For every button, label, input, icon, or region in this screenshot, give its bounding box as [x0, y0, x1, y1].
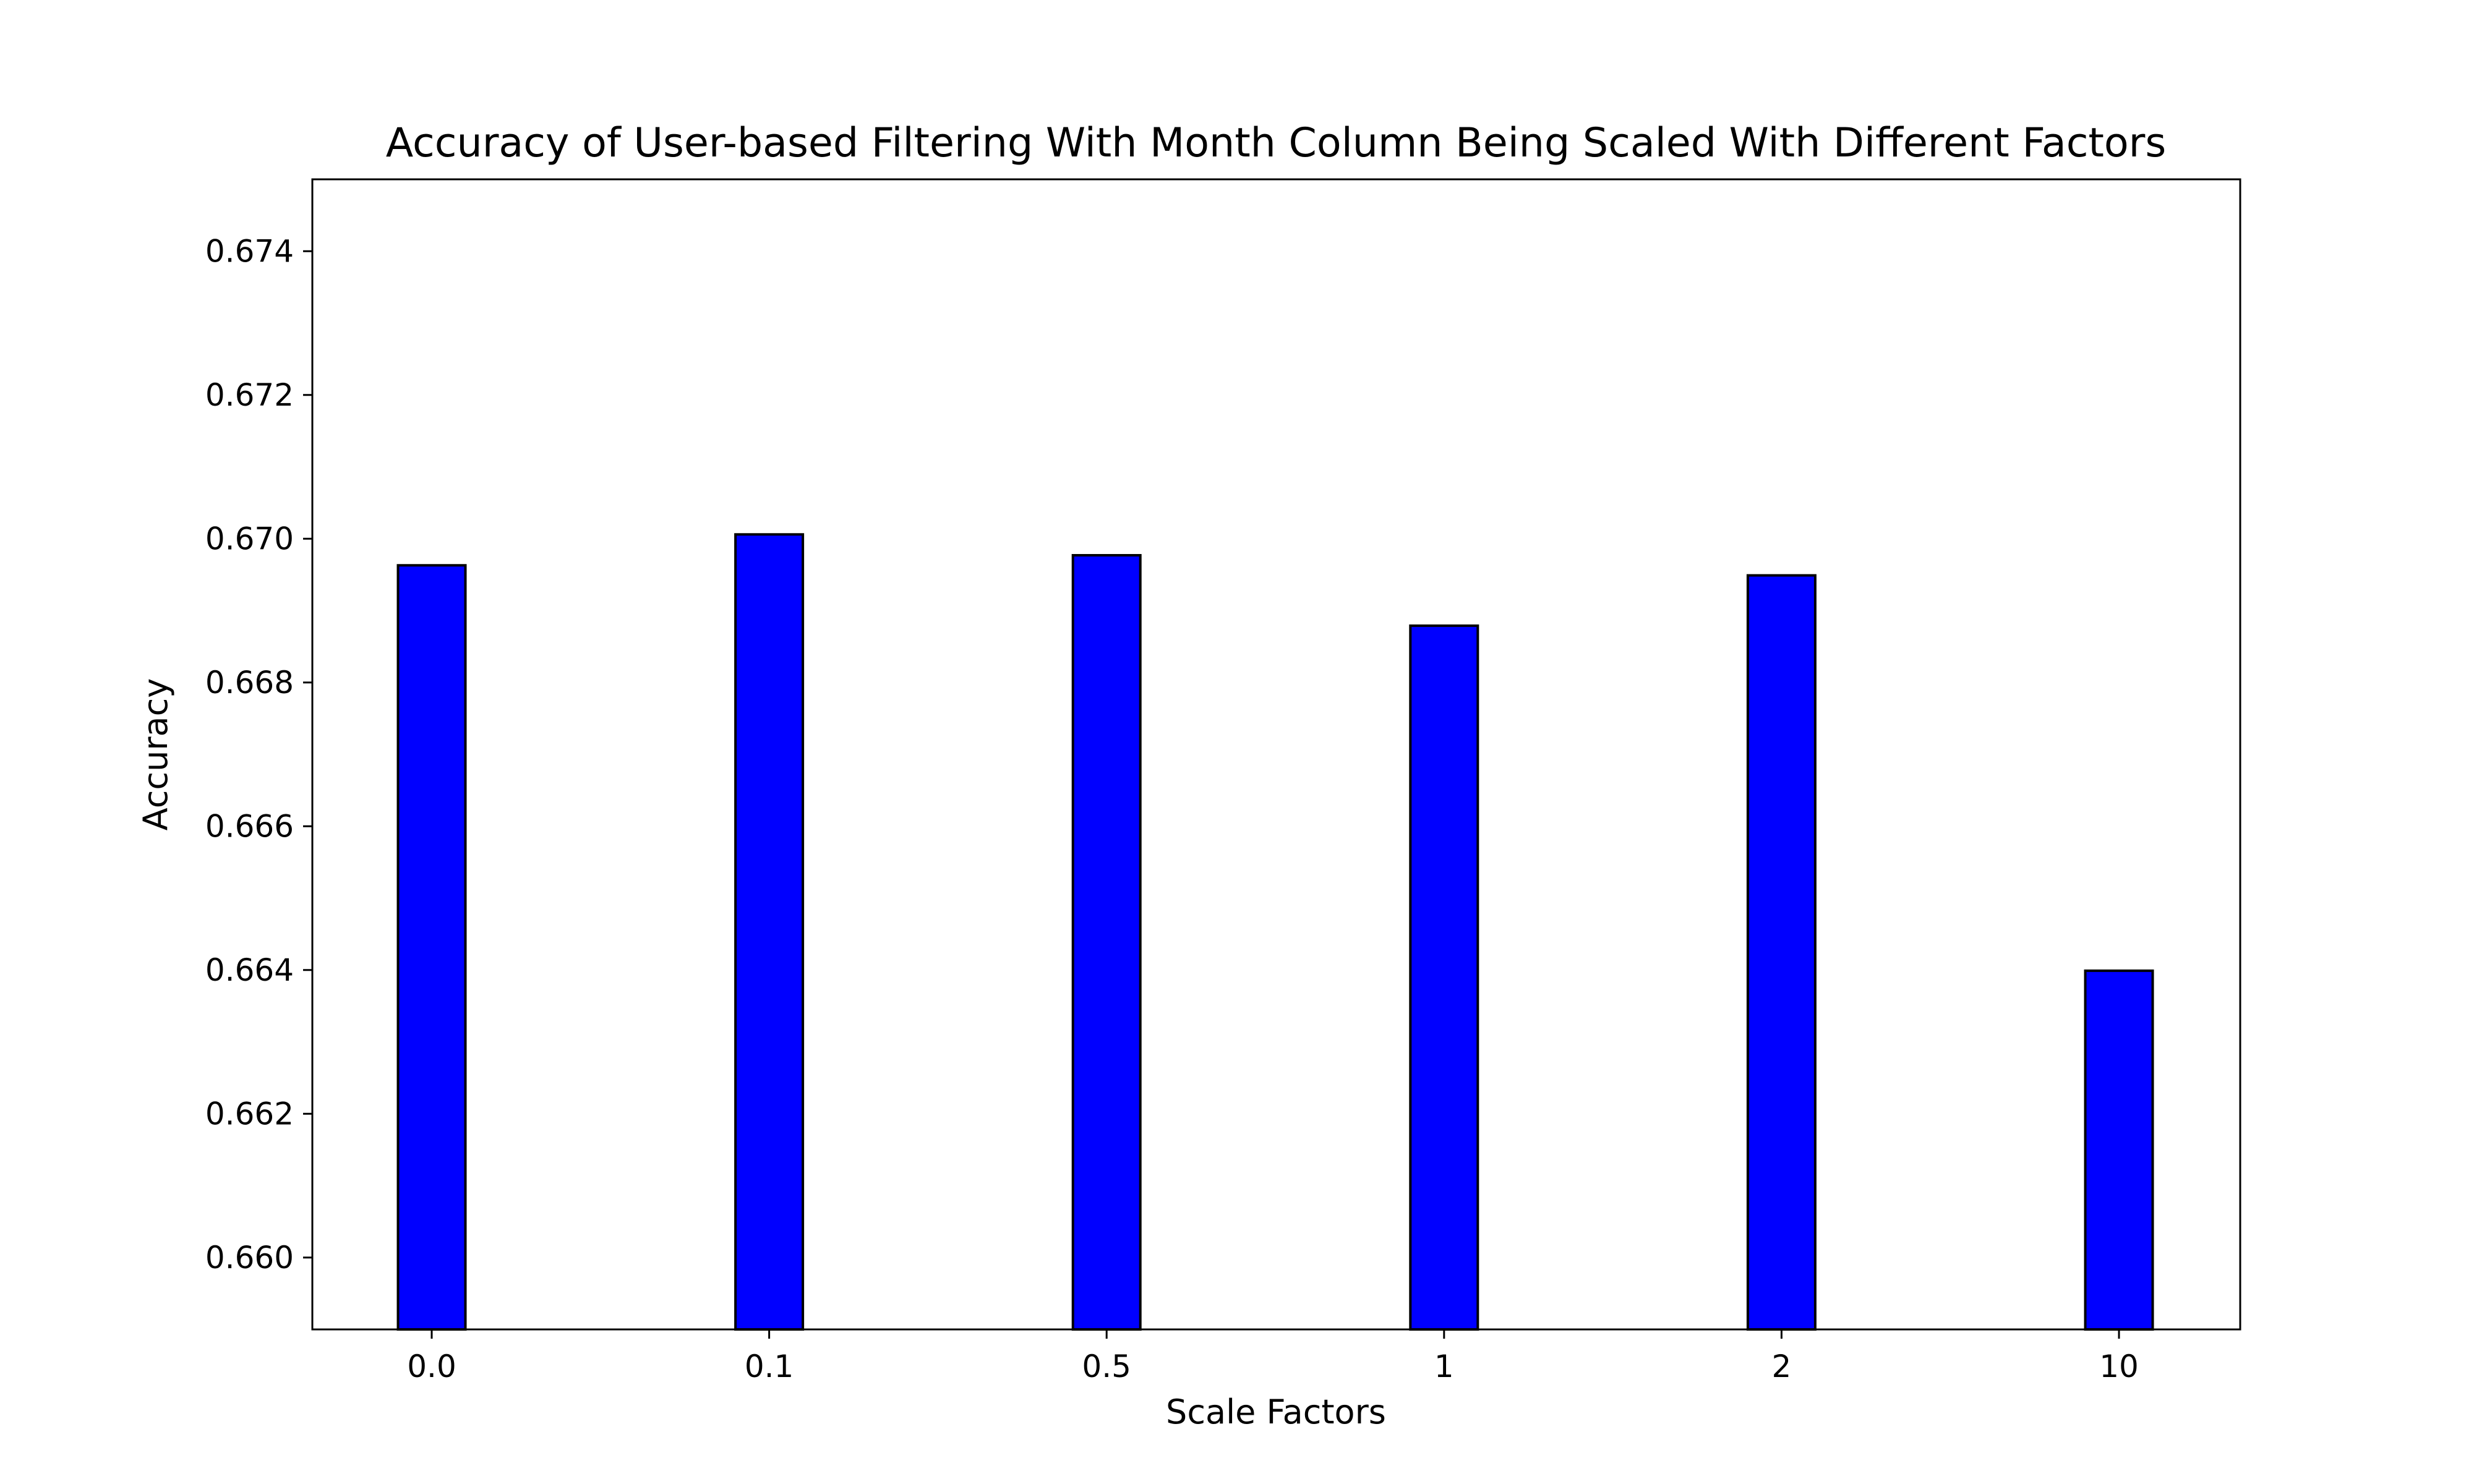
x-tick-label: 1: [1434, 1349, 1454, 1384]
bar-10: [2084, 969, 2154, 1331]
bar-0.1: [734, 533, 805, 1331]
y-axis-ticks: 0.660 0.662 0.664 0.666 0.668 0.670 0.672 0.674: [205, 233, 312, 1276]
y-axis-label: Accuracy: [136, 678, 175, 831]
y-tick-label: 0.672: [205, 377, 294, 413]
x-tick-label: 2: [1771, 1349, 1791, 1384]
bar-0.0: [396, 564, 467, 1331]
x-tick-label: 0.5: [1082, 1349, 1131, 1384]
x-axis-ticks: 0.0 0.1 0.5 1 2 10: [407, 1329, 2139, 1384]
y-tick-label: 0.662: [205, 1096, 294, 1132]
x-tick-label: 0.0: [407, 1349, 456, 1384]
x-tick-label: 10: [2099, 1349, 2139, 1384]
chart-title: Accuracy of User-based Filtering With Mo…: [386, 120, 2167, 166]
y-tick-label: 0.666: [205, 808, 294, 844]
y-tick-label: 0.668: [205, 665, 294, 701]
y-tick-label: 0.674: [205, 233, 294, 269]
y-tick-label: 0.670: [205, 521, 294, 556]
plot-frame: [311, 178, 2241, 1331]
x-tick-label: 0.1: [745, 1349, 794, 1384]
bar-0.5: [1071, 553, 1142, 1331]
x-axis-label: Scale Factors: [1166, 1392, 1386, 1431]
y-tick-label: 0.664: [205, 952, 294, 988]
bar-2: [1746, 574, 1817, 1331]
y-tick-label: 0.660: [205, 1240, 294, 1276]
bar-1: [1409, 624, 1479, 1331]
bars-group: [396, 533, 2154, 1331]
